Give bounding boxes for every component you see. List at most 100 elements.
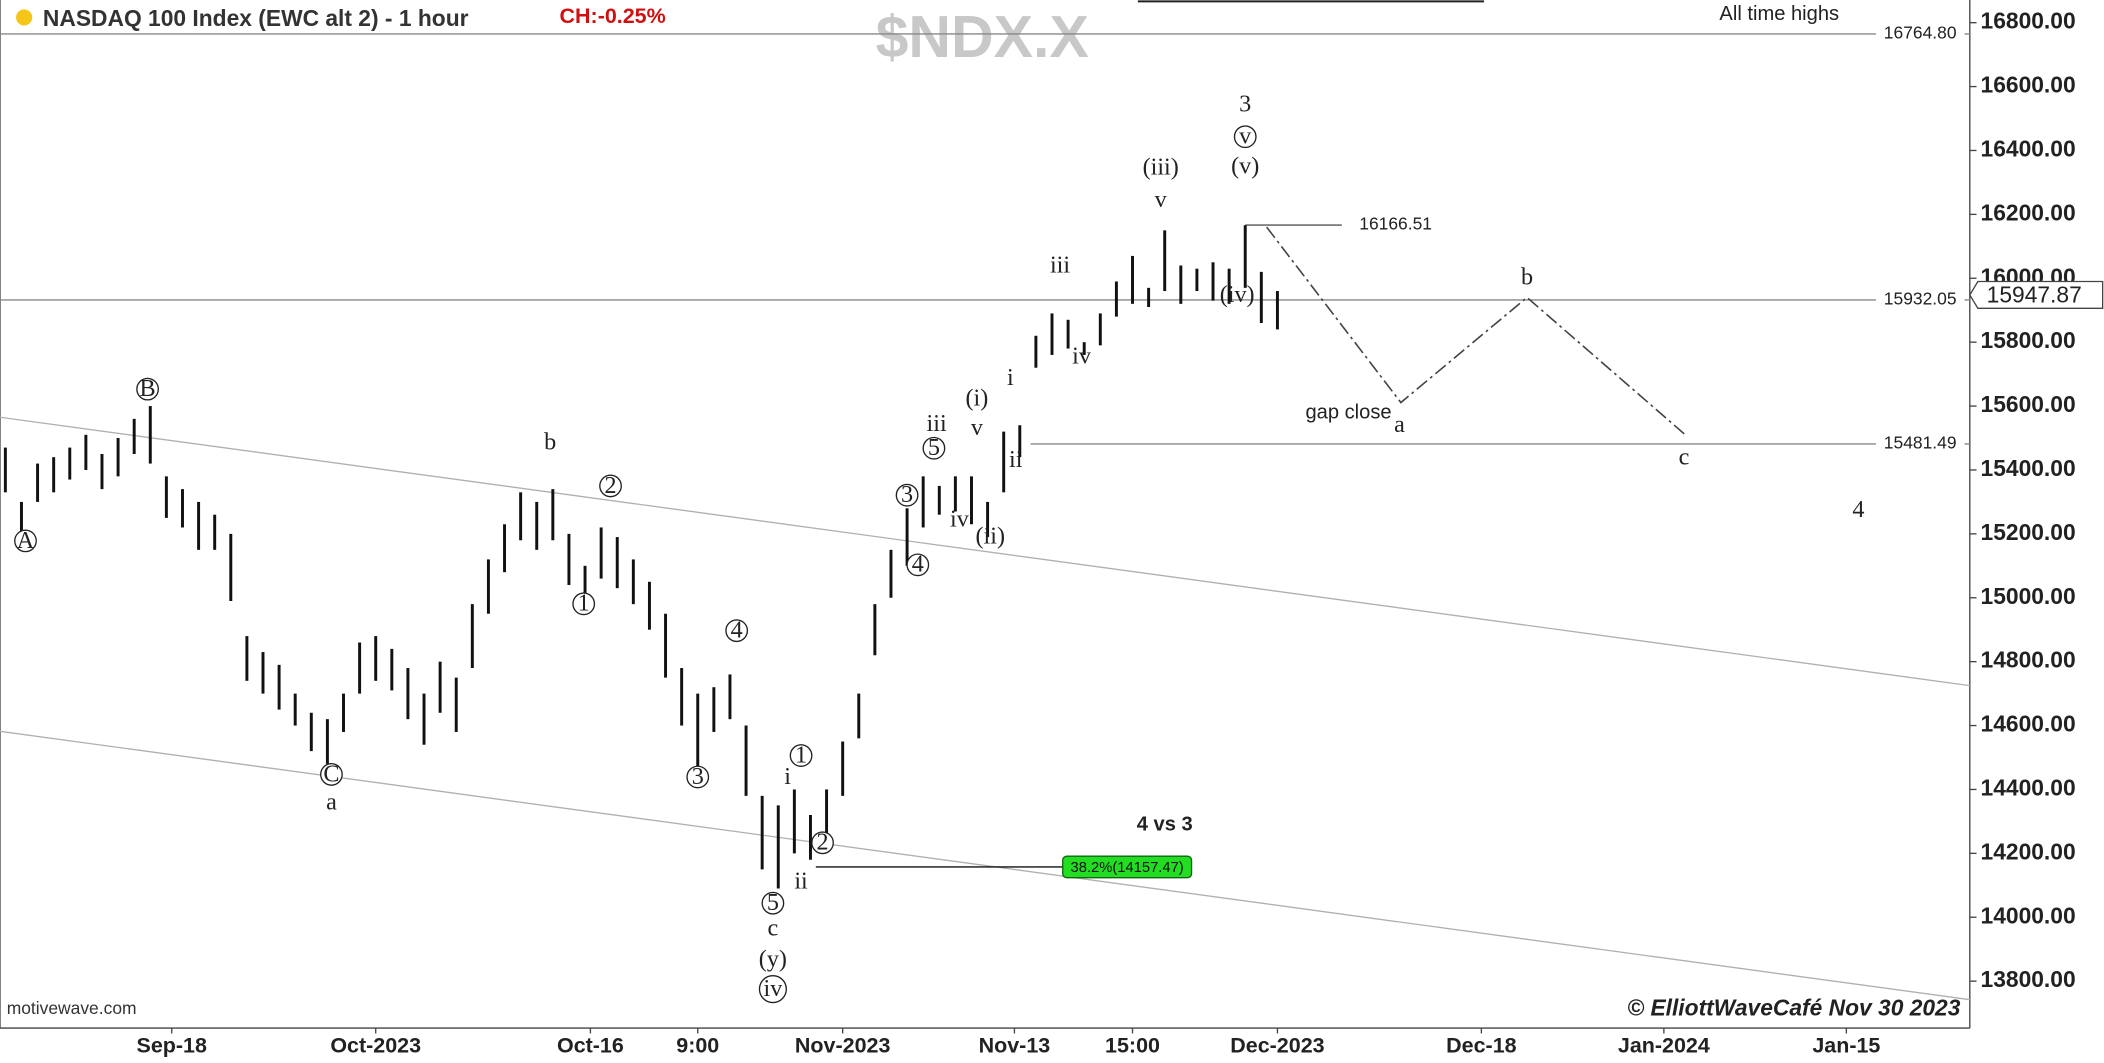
wave-label: 3 [692,763,704,790]
status-dot [16,9,33,26]
wave-label: 4 [1852,496,1864,523]
wave-label: C [323,760,339,787]
wave-circle [789,744,813,767]
wave-circle [895,483,919,507]
y-tick-label: 14800.00 [1981,647,2076,673]
x-tick-label: 9:00 [676,1034,719,1058]
last-price-label: 15947.87 [1987,281,2082,307]
wave-label: (iv) [1220,281,1255,308]
wave-label: (ii) [976,523,1005,550]
x-tick-label: Dec-18 [1446,1034,1516,1058]
wave-label: 4 [731,617,743,644]
level-label-bg [1875,23,1965,45]
y-tick-label: 15800.00 [1981,327,2076,353]
y-tick-label: 15600.00 [1981,391,2076,417]
x-tick-label: Jan-15 [1812,1034,1880,1058]
wave-label: (v) [1231,152,1259,179]
wave-label: i [784,763,791,790]
wave-label: ii [1009,446,1023,473]
level-label: 15932.05 [1884,289,1957,309]
wave-circle [14,529,37,553]
wave-label: (iii) [1143,154,1179,181]
wave-label: iii [927,410,947,437]
wave-label: (y) [759,945,787,972]
y-tick-label: 14200.00 [1981,838,2076,864]
wave-label: B [140,375,156,402]
projection-line [1266,226,1686,436]
wave-label: (i) [965,384,988,411]
wave-label: v [971,414,984,441]
wave-circle [761,891,785,915]
wave-label: b [1521,264,1533,291]
y-tick-label: 16600.00 [1981,72,2076,98]
y-tick-label: 14000.00 [1981,902,2076,928]
x-tick-label: Dec-2023 [1230,1034,1324,1058]
y-tick-label: 16400.00 [1981,136,2076,162]
x-tick-label: Oct-16 [557,1034,624,1058]
y-tick-label: 14600.00 [1981,711,2076,737]
wave-circle [725,619,749,643]
wave-label: b [544,429,556,456]
credit-label: © ElliottWaveCafé Nov 30 2023 [1627,994,1960,1020]
channel-line [0,416,1970,687]
wave-circle [136,377,160,401]
level-label: 15481.49 [1884,433,1957,453]
wave-label: v [1155,186,1168,213]
level-label-bg [1875,433,1965,455]
wave-label: a [1394,411,1405,438]
symbol-watermark: $NDX.X [876,4,1089,70]
wave-label: 5 [767,889,779,916]
fib-label: 38.2%(14157.47) [1071,860,1184,876]
wave-label: 3 [901,481,913,508]
wave-circle [922,436,946,460]
wave-label: c [1679,443,1690,470]
wave-circle [572,592,596,616]
wave-label: 1 [795,741,807,768]
x-tick-label: Nov-13 [979,1034,1051,1058]
note-label: gap close [1305,401,1391,423]
y-tick-label: 15200.00 [1981,519,2076,545]
wave-circle [758,975,787,1004]
note-label: All time highs [1719,3,1839,25]
x-tick-label: Jan-2024 [1618,1034,1710,1058]
wave-label: 5 [928,434,940,461]
level-label: 16764.80 [1884,23,1957,43]
y-tick-label: 15000.00 [1981,583,2076,609]
wave-label: a [326,788,337,815]
wave-label: iii [1050,251,1070,278]
wave-label: i [1007,364,1014,391]
wave-label: 1 [578,590,590,617]
x-tick-label: Nov-2023 [795,1034,891,1058]
fib-box [1062,855,1193,879]
x-tick-label: Oct-2023 [330,1034,421,1058]
wave-label: c [768,915,779,942]
wave-circle [906,553,930,577]
y-tick-label: 14400.00 [1981,774,2076,800]
wave-circle [599,474,622,498]
wave-label: 3 [1239,90,1251,117]
wave-label: ii [794,868,808,895]
y-tick-label: 16200.00 [1981,199,2076,225]
y-tick-label: 13800.00 [1981,966,2076,992]
wave-label: 2 [817,829,829,856]
x-tick-label: Sep-18 [137,1034,207,1058]
wave-label: 4 [912,551,924,578]
note-label: 4 vs 3 [1137,814,1193,836]
wave-circle [1233,125,1257,149]
y-tick-label: 15400.00 [1981,455,2076,481]
y-tick-label: 16800.00 [1981,8,2076,34]
peak-label: 16166.51 [1359,214,1432,234]
wave-label: 2 [604,472,616,499]
wave-label: iv [764,975,784,1002]
wave-circle [686,765,710,789]
wave-circle [320,763,343,786]
level-label-bg [1875,289,1965,311]
wave-label: iv [950,505,970,532]
wave-label: v [1239,123,1252,150]
chart-title: NASDAQ 100 Index (EWC alt 2) - 1 hour [43,5,469,31]
change-label: CH:-0.25% [560,4,666,28]
last-price-tag [1969,280,2104,310]
wave-label: A [17,527,35,554]
wave-label: iv [1072,343,1092,370]
